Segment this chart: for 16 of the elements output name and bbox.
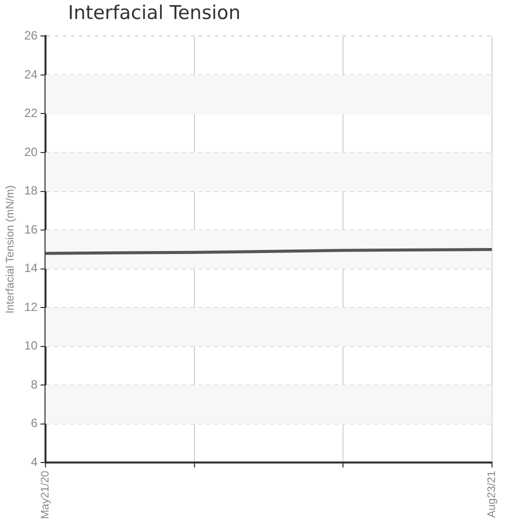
y-axis-title: Interfacial Tension (mN/m) — [4, 185, 17, 314]
y-tick-label: 12 — [24, 300, 38, 314]
y-tick-label: 6 — [30, 416, 38, 430]
x-tick-label: May21/20 — [40, 470, 52, 520]
y-tick-label: 14 — [24, 261, 38, 276]
y-tick-label: 18 — [24, 184, 38, 198]
y-tick-label: 16 — [24, 222, 38, 236]
y-tick-label: 22 — [24, 106, 38, 120]
x-tick-label: Aug23/21 — [486, 470, 498, 518]
y-tick-label: 20 — [24, 144, 38, 159]
y-tick-label: 10 — [24, 338, 38, 353]
y-tick-label: 4 — [30, 455, 38, 470]
y-tick-label: 8 — [30, 377, 38, 392]
y-tick-label: 24 — [24, 67, 38, 82]
y-tick-label: 26 — [24, 28, 38, 43]
chart-title: Interfacial Tension — [68, 2, 241, 24]
